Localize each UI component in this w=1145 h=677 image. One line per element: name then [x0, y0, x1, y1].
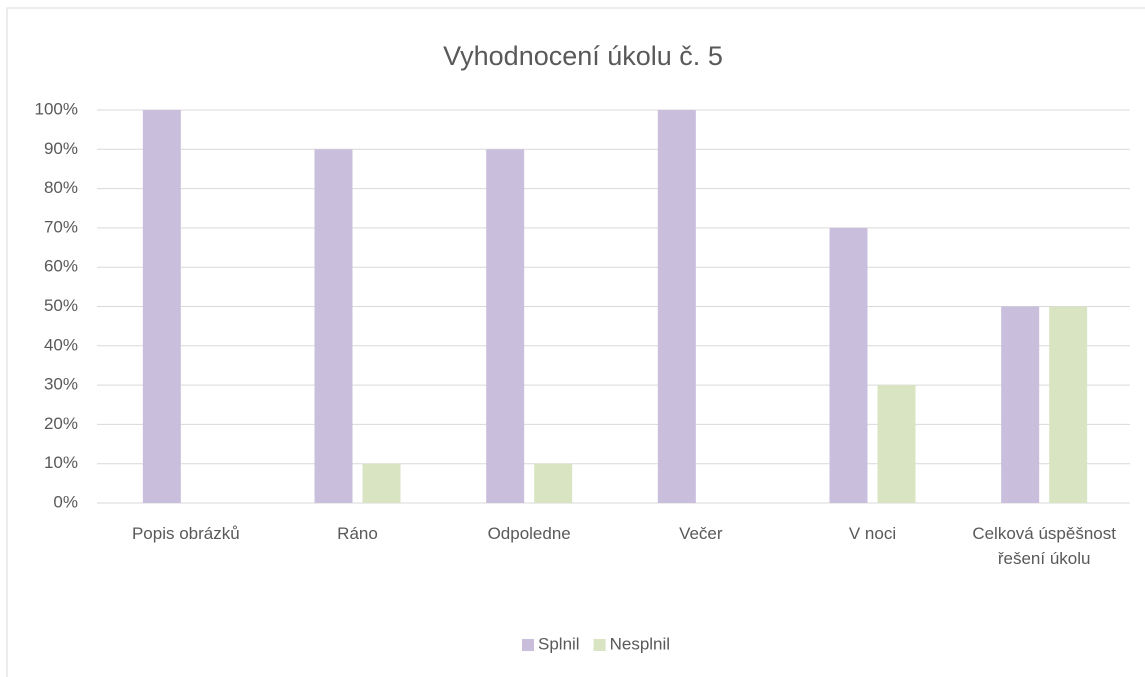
- bar: [877, 385, 916, 503]
- y-tick-label: 80%: [44, 178, 78, 197]
- y-tick-label: 90%: [44, 139, 78, 158]
- y-tick-label: 40%: [44, 335, 78, 354]
- y-tick-label: 0%: [53, 492, 78, 511]
- y-tick-label: 10%: [44, 453, 78, 472]
- bar: [486, 149, 525, 504]
- bar: [657, 110, 696, 503]
- y-tick-label: 30%: [44, 375, 78, 394]
- legend-swatch: [593, 639, 606, 651]
- y-tick-label: 50%: [44, 296, 78, 315]
- legend-swatch: [522, 639, 534, 651]
- y-tick-label: 60%: [44, 257, 78, 276]
- legend-label: Splnil: [538, 634, 580, 653]
- bar: [142, 110, 181, 503]
- bar: [1049, 306, 1088, 503]
- chart-title: Vyhodnocení úkolu č. 5: [443, 41, 723, 71]
- y-tick-label: 70%: [44, 217, 78, 236]
- bar: [829, 227, 868, 503]
- chart-border: [6, 7, 1145, 677]
- x-tick-label: Popis obrázků: [131, 524, 240, 543]
- legend-label: Nesplnil: [610, 634, 670, 653]
- y-tick-label: 100%: [35, 99, 78, 118]
- bar: [1001, 306, 1040, 503]
- x-tick-label: V noci: [848, 524, 897, 543]
- bar: [314, 149, 353, 504]
- x-tick-label: Večer: [679, 524, 723, 543]
- x-tick-label: Odpoledne: [487, 524, 571, 543]
- x-tick-label: Ráno: [337, 524, 378, 543]
- x-tick-label: Celková úspěšnost řešení úkolu: [972, 524, 1116, 568]
- y-tick-label: 20%: [44, 414, 78, 433]
- bar: [534, 463, 573, 503]
- bar: [362, 463, 401, 503]
